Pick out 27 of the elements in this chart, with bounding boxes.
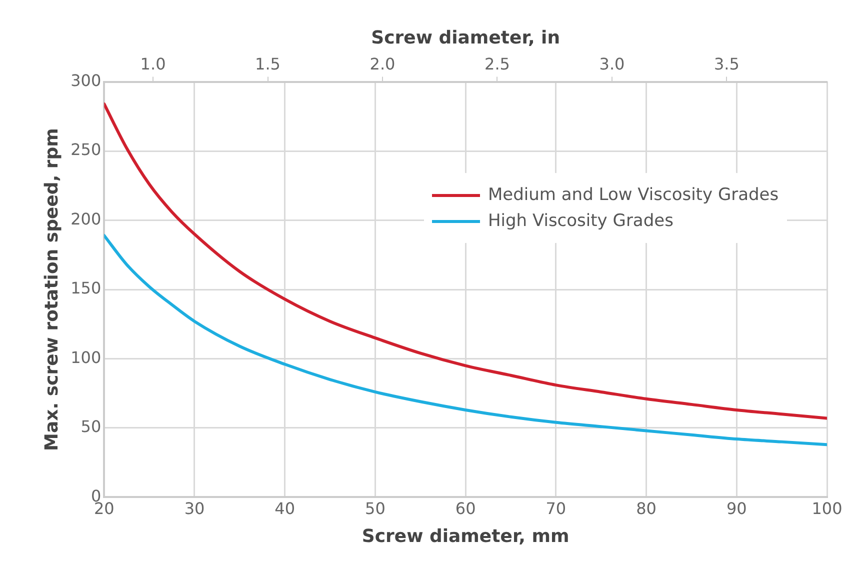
x2-tick-label: 1.0 — [140, 54, 166, 74]
legend-label: Medium and Low Viscosity Grades — [488, 185, 779, 206]
y-tick-label: 300 — [70, 70, 102, 90]
x-tick-label: 30 — [184, 498, 205, 518]
line-series — [104, 102, 827, 420]
x2-axis-title: Screw diameter, in — [371, 27, 560, 48]
y-axis-title: Max. screw rotation speed, rpm — [41, 128, 62, 451]
y-tick-label: 250 — [70, 140, 102, 160]
x-tick-label: 80 — [636, 498, 656, 518]
x2-tick-label: 1.5 — [255, 54, 280, 74]
y-tick-label: 100 — [70, 348, 102, 367]
x-tick-label: 70 — [546, 498, 566, 518]
x-tick-label: 40 — [274, 498, 296, 518]
x2-tick-label: 2.5 — [484, 54, 510, 74]
x-axis-title: Screw diameter, mm — [362, 526, 570, 547]
x2-tick-label: 3.5 — [714, 54, 740, 74]
y-tick-label: 150 — [70, 278, 102, 298]
x-tick-label: 50 — [365, 498, 386, 518]
x2-tick-label: 2.0 — [370, 54, 396, 74]
x2-tick-label: 3.0 — [599, 54, 625, 74]
legend-label: High Viscosity Grades — [488, 211, 674, 232]
y-tick-label: 200 — [70, 209, 102, 228]
x-tick-label: 90 — [726, 498, 747, 518]
y-tick-label: 50 — [80, 417, 102, 436]
x-tick-label: 60 — [455, 498, 476, 518]
line-series — [104, 234, 827, 446]
x-tick-label: 100 — [812, 498, 842, 518]
